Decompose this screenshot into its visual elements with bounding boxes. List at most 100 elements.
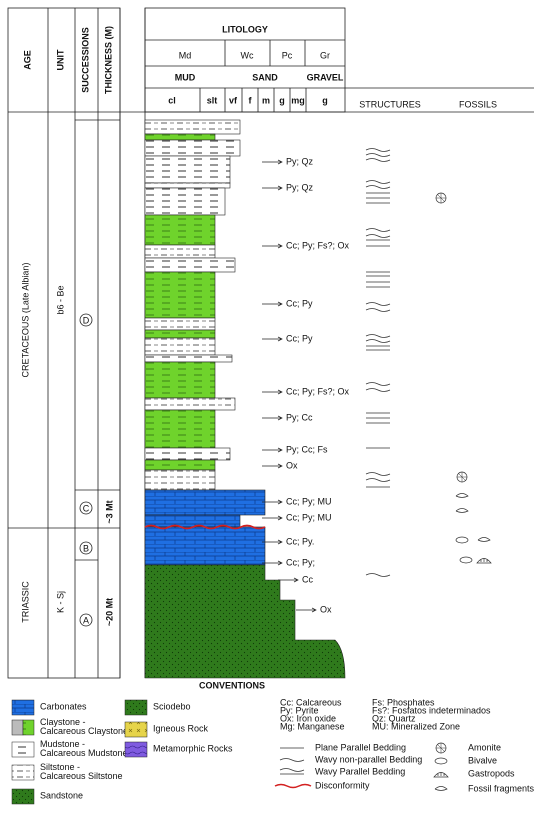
annotation: Py; Qz: [286, 156, 314, 166]
legend-label: Sandstone: [40, 790, 83, 800]
annotation: Cc; Py: [286, 298, 313, 308]
bed: [144, 119, 241, 135]
bed: [144, 337, 216, 356]
annotation: Cc; Py; Fs?; Ox: [286, 240, 350, 250]
arrow: [262, 301, 283, 307]
structure-symbol: [365, 308, 391, 312]
arrow: [262, 539, 283, 545]
succession-circle: [79, 613, 93, 627]
conventions-title: CONVENTIONS: [199, 680, 265, 690]
legend-disconformity: [274, 783, 312, 789]
bed: [144, 139, 241, 157]
structure-symbol: [365, 228, 391, 232]
abbreviation: Py: Pyrite: [280, 705, 319, 715]
abbreviation: Ox: Iron oxide: [280, 713, 336, 723]
legend-swatch: [124, 721, 148, 738]
label: B: [83, 543, 89, 553]
title: LITOLOGY: [222, 24, 268, 34]
label: C: [83, 503, 90, 513]
legend-label: Fossil fragments: [468, 783, 534, 793]
arrow: [262, 560, 283, 566]
legend-swatch: [11, 764, 35, 781]
structure-symbol: [279, 768, 305, 772]
arrow: [262, 243, 283, 249]
bed: [144, 409, 216, 449]
arrow: [262, 159, 283, 165]
structure-symbol: [365, 334, 391, 338]
legend-label: Sciodebo: [153, 701, 191, 711]
label: g: [279, 95, 285, 105]
legend-label-line: Claystone -: [40, 717, 86, 727]
bed: [144, 397, 236, 411]
fossil-symbol: [476, 558, 492, 564]
bed: [144, 447, 231, 461]
fossil-symbol: [434, 757, 448, 765]
vertical-label: ~20 Mt: [104, 598, 114, 626]
bed: [144, 361, 216, 399]
arrow: [278, 577, 299, 583]
legend-swatch: [11, 699, 35, 716]
fossil-symbol: [434, 786, 448, 791]
bed: [144, 459, 216, 471]
structure-symbol: [365, 234, 391, 238]
label: g: [322, 95, 328, 105]
succession-circle: [79, 313, 93, 327]
legend-label: Metamorphic Rocks: [153, 743, 233, 753]
legend-label: Mudstone -Calcareous Mudstone: [40, 739, 128, 758]
arrow: [262, 499, 283, 505]
legend-swatch: [124, 699, 148, 716]
legend-swatch: [22, 719, 35, 736]
legend-swatch: [11, 719, 24, 736]
arrow: [262, 185, 283, 191]
annotation: Cc; Py;: [286, 557, 315, 567]
label: D: [83, 315, 90, 325]
vertical-label: b6 - Be: [55, 285, 65, 314]
legend-label-line: Calcareous Siltstone: [40, 771, 123, 781]
structure-symbol: [365, 180, 391, 184]
label: m: [262, 95, 270, 105]
legend-label: Wavy Parallel Bedding: [315, 766, 405, 776]
annotation: Py; Cc; Fs: [286, 444, 328, 454]
bed: [144, 182, 231, 189]
vertical-label: ~3 Mt: [104, 500, 114, 523]
fossil-symbol: [455, 536, 469, 544]
fossil-symbol: [436, 193, 446, 203]
abbreviation: Cc: Calcareous: [280, 697, 342, 707]
bed: [144, 329, 216, 339]
arrow: [262, 463, 283, 469]
abbreviation: Mg: Manganese: [280, 721, 345, 731]
bed: [144, 317, 216, 331]
fossil-symbol: [433, 772, 449, 778]
structure-symbol: [279, 758, 305, 762]
legend-swatch: [124, 741, 148, 758]
label: FOSSILS: [459, 99, 497, 109]
bed: [144, 489, 266, 516]
label: SAND: [252, 72, 278, 82]
fossil-symbol: [457, 472, 467, 482]
abbreviation: Qz: Quartz: [372, 713, 416, 723]
structure-symbol: [365, 478, 391, 482]
bed: [144, 133, 216, 141]
legend-label: Gastropods: [468, 768, 515, 778]
legend-swatch: [11, 741, 35, 758]
vertical-label: UNIT: [55, 49, 65, 70]
legend-label: Claystone -Calcareous Claystone: [40, 717, 128, 736]
abbreviation: Fs: Phosphates: [372, 697, 435, 707]
legend-swatch: [11, 788, 35, 805]
structure-symbol: [365, 158, 391, 162]
vertical-label: SUCCESSIONS: [80, 27, 90, 93]
bed: [144, 257, 236, 273]
legend-label: Igneous Rock: [153, 723, 209, 733]
label: GRAVEL: [307, 72, 344, 82]
fossil-symbol: [455, 508, 469, 513]
label: vf: [229, 95, 238, 105]
legend-label: Disconformity: [315, 780, 370, 790]
arrow: [262, 515, 283, 521]
bed: [144, 244, 216, 259]
legend-label: Wavy non-parallel Bedding: [315, 754, 422, 764]
annotation: Cc; Py: [286, 333, 313, 343]
annotation: Ox: [320, 604, 332, 614]
arrow: [296, 607, 317, 613]
bed: [144, 271, 216, 319]
